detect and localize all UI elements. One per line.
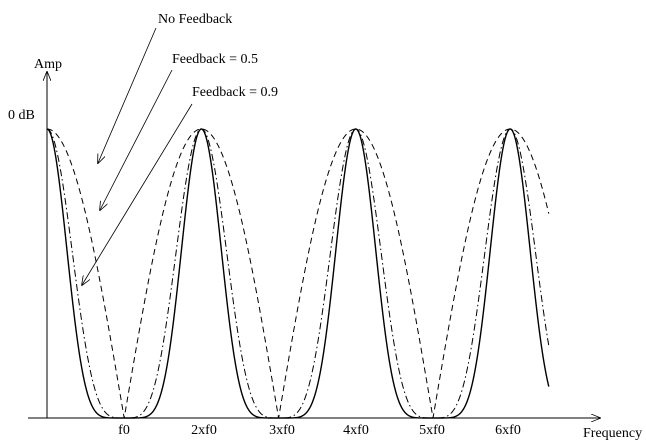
series-label-no-feedback: No Feedback [158,12,232,27]
x-axis-label: Frequency [583,426,642,440]
y-tick-label-0db: 0 dB [8,108,35,123]
series-label-feedback-09: Feedback = 0.9 [192,85,278,100]
arrow-no-feedback [98,27,157,163]
x-tick-label-2xf0: 2xf0 [191,423,217,438]
series-label-feedback-05: Feedback = 0.5 [172,52,258,67]
series-feedback-05-curve [46,128,550,419]
x-tick-label-4xf0: 4xf0 [343,423,369,438]
x-tick-label-5xf0: 5xf0 [419,423,445,438]
x-tick-label-3xf0: 3xf0 [269,423,295,438]
x-tick-label-6xf0: 6xf0 [495,423,521,438]
y-axis-label: Amp [34,57,62,72]
x-tick-label-f0: f0 [118,423,130,438]
series-feedback-09-curve [46,128,550,419]
arrow-feedback-09 [82,103,193,285]
arrow-feedback-05 [100,69,173,210]
series-no-feedback-curve [46,128,550,419]
